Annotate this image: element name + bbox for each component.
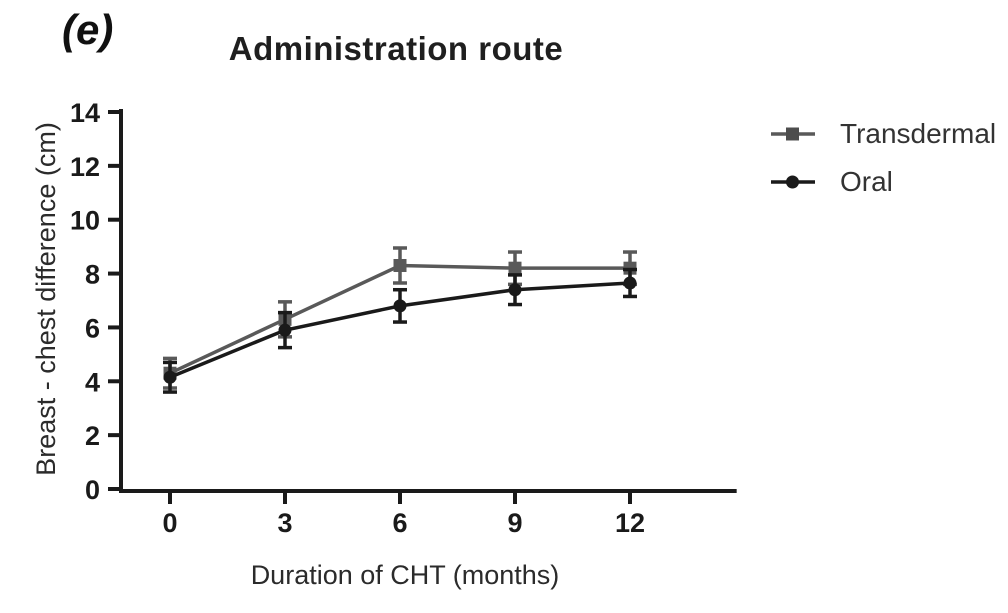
legend-item-oral: Oral xyxy=(770,158,996,206)
x-tick-label: 3 xyxy=(277,508,292,538)
panel-label: (e) xyxy=(62,6,114,53)
y-tick-label: 0 xyxy=(85,475,100,505)
legend: Transdermal Oral xyxy=(770,110,996,206)
y-tick-label: 8 xyxy=(85,260,100,290)
y-tick-label: 12 xyxy=(70,152,100,182)
y-tick-label: 2 xyxy=(85,421,100,451)
x-tick-label: 0 xyxy=(162,508,177,538)
chart-title: Administration route xyxy=(228,30,564,67)
y-tick-label: 10 xyxy=(70,206,100,236)
legend-item-transdermal: Transdermal xyxy=(770,110,996,158)
y-tick-label: 4 xyxy=(85,367,100,397)
x-tick-label: 9 xyxy=(507,508,522,538)
x-tick-label: 12 xyxy=(615,508,645,538)
transdermal-legend-marker-icon xyxy=(771,127,815,141)
oral-marker xyxy=(278,323,292,337)
transdermal-marker xyxy=(508,261,522,275)
x-tick-label: 6 xyxy=(392,508,407,538)
y-tick-label: 14 xyxy=(70,98,100,128)
x-axis-title: Duration of CHT (months) xyxy=(250,560,560,590)
oral-legend-marker-icon xyxy=(771,175,815,189)
oral-marker xyxy=(623,276,637,290)
transdermal-marker xyxy=(393,258,407,272)
y-tick-label: 6 xyxy=(85,313,100,343)
legend-label-oral: Oral xyxy=(840,166,893,197)
legend-label-transdermal: Transdermal xyxy=(840,118,997,149)
oral-marker xyxy=(508,283,522,297)
oral-marker xyxy=(393,299,407,313)
oral-marker xyxy=(163,370,177,384)
